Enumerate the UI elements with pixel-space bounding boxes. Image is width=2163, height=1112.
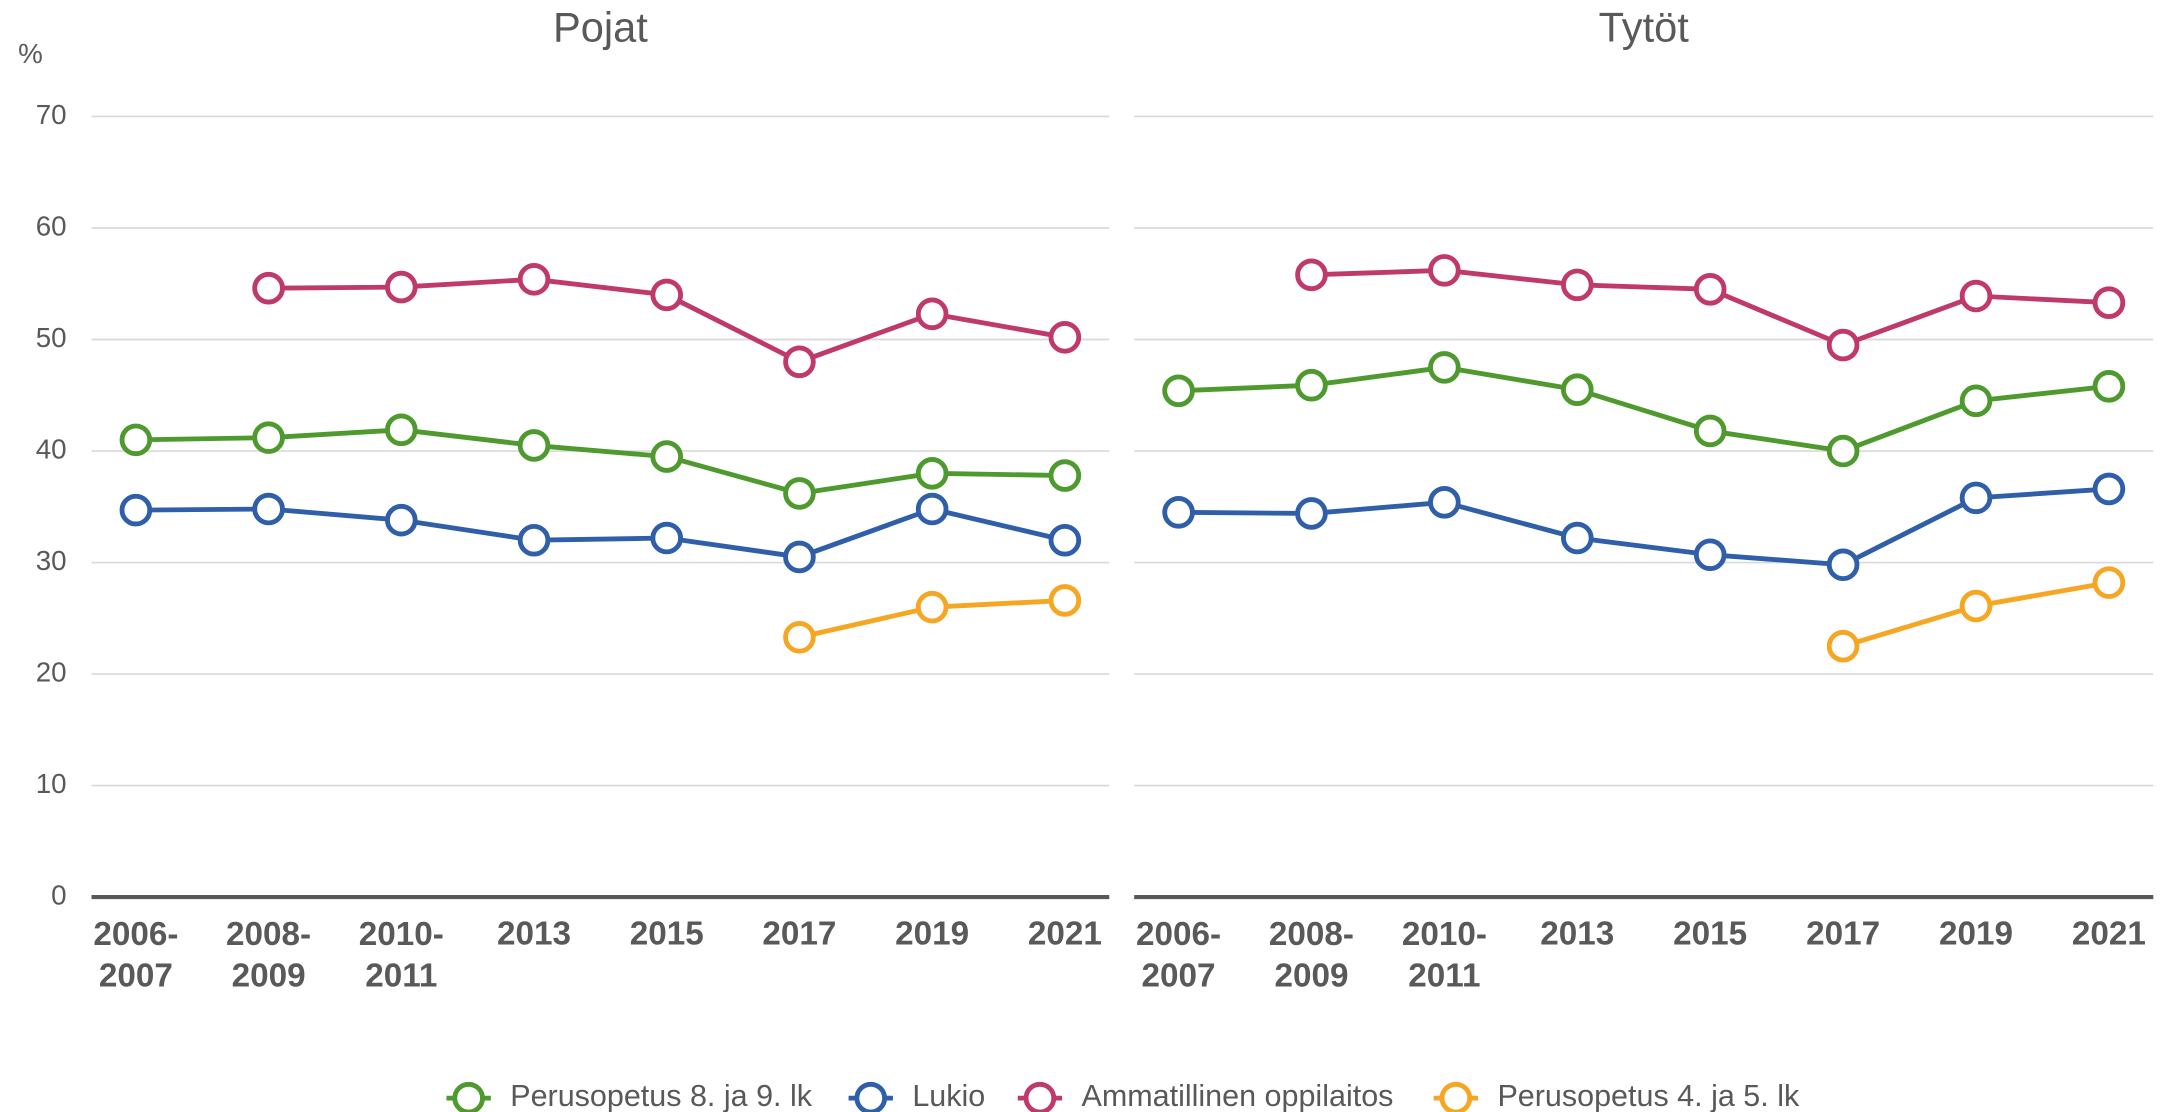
x-tick-label: 2019	[1939, 916, 2013, 953]
data-point	[1826, 629, 1860, 663]
data-point	[783, 345, 816, 379]
data-point	[1693, 414, 1727, 448]
x-tick-label: 2015	[1673, 916, 1747, 953]
data-point	[915, 590, 949, 624]
data-point	[1693, 273, 1727, 306]
x-tick-label: 2010-2011	[359, 916, 444, 995]
data-point	[1560, 521, 1594, 555]
data-point	[1048, 320, 1082, 354]
data-point	[1162, 374, 1195, 408]
data-point	[1826, 548, 1860, 582]
data-point	[2092, 286, 2126, 319]
x-tick-label: 2008-2009	[1269, 916, 1354, 995]
y-tick-label: 50	[36, 322, 67, 353]
data-point	[1295, 368, 1328, 402]
data-point	[1428, 351, 1461, 384]
y-tick-label: 70	[36, 99, 67, 130]
data-point	[783, 540, 816, 574]
data-point	[385, 270, 418, 304]
chart-title: Tytöt	[1599, 3, 1690, 50]
legend-label: Perusopetus 4. ja 5. lk	[1497, 1079, 1800, 1112]
y-tick-label: 60	[36, 210, 67, 241]
y-tick-label: 10	[36, 768, 67, 799]
legend-marker	[1439, 1081, 1473, 1112]
legend-marker	[854, 1081, 888, 1112]
x-tick-label: 2019	[895, 916, 969, 953]
data-point	[1560, 268, 1594, 302]
data-point	[119, 493, 153, 527]
data-point	[783, 620, 816, 654]
data-point	[915, 457, 949, 490]
data-point	[915, 297, 949, 331]
series-line	[1178, 364, 2110, 454]
data-point	[1959, 384, 1993, 418]
x-tick-label: 2013	[497, 916, 571, 953]
data-point	[915, 492, 949, 526]
data-point	[517, 523, 551, 557]
x-tick-label: 2017	[762, 916, 836, 953]
x-tick-label: 2015	[630, 916, 704, 953]
data-point	[2092, 566, 2126, 599]
data-point	[1162, 496, 1195, 529]
x-tick-label: 2021	[2072, 916, 2146, 953]
y-tick-label: 20	[36, 656, 67, 687]
data-point	[1428, 486, 1461, 519]
legend-label: Lukio	[912, 1079, 985, 1112]
legend-marker	[1023, 1081, 1057, 1112]
data-point	[650, 278, 684, 312]
data-point	[1826, 434, 1860, 468]
x-tick-label: 2008-2009	[226, 916, 311, 995]
data-point	[1693, 538, 1727, 572]
data-point	[1560, 373, 1594, 406]
x-tick-label: 2017	[1806, 916, 1880, 953]
series-line	[1178, 486, 2110, 568]
data-point	[650, 521, 684, 555]
data-point	[252, 421, 285, 454]
data-point	[1959, 481, 1993, 515]
data-point	[517, 429, 551, 462]
data-point	[385, 503, 418, 537]
series-line	[135, 506, 1066, 560]
x-tick-label: 2010-2011	[1402, 916, 1487, 995]
chart-title: Pojat	[553, 3, 648, 50]
data-point	[1048, 523, 1082, 557]
data-point	[650, 440, 684, 473]
series-line	[135, 427, 1065, 496]
data-point	[2092, 370, 2126, 403]
data-point	[517, 262, 551, 296]
data-point	[252, 271, 285, 305]
data-point	[1959, 279, 1993, 313]
data-point	[1959, 589, 1993, 623]
y-tick-label: 30	[36, 545, 67, 576]
data-point	[252, 492, 285, 526]
data-point	[1295, 258, 1328, 292]
x-tick-label: 2006-2007	[93, 916, 178, 995]
data-point	[1428, 254, 1461, 287]
data-point	[1295, 497, 1328, 530]
data-point	[783, 477, 816, 510]
data-point	[1048, 459, 1082, 492]
x-tick-label: 2013	[1540, 916, 1614, 953]
x-tick-label: 2006-2007	[1136, 916, 1221, 995]
data-point	[1048, 584, 1082, 617]
legend-label: Ammatillinen oppilaitos	[1082, 1079, 1394, 1112]
data-point	[385, 413, 418, 447]
x-tick-label: 2021	[1028, 916, 1102, 953]
y-axis-label: %	[18, 38, 43, 69]
legend-label: Perusopetus 8. ja 9. lk	[510, 1079, 813, 1112]
legend-marker	[452, 1081, 485, 1112]
data-point	[2092, 472, 2126, 506]
data-point	[119, 423, 153, 457]
y-tick-label: 0	[51, 879, 66, 910]
data-point	[1826, 328, 1860, 362]
y-tick-label: 40	[36, 433, 67, 464]
